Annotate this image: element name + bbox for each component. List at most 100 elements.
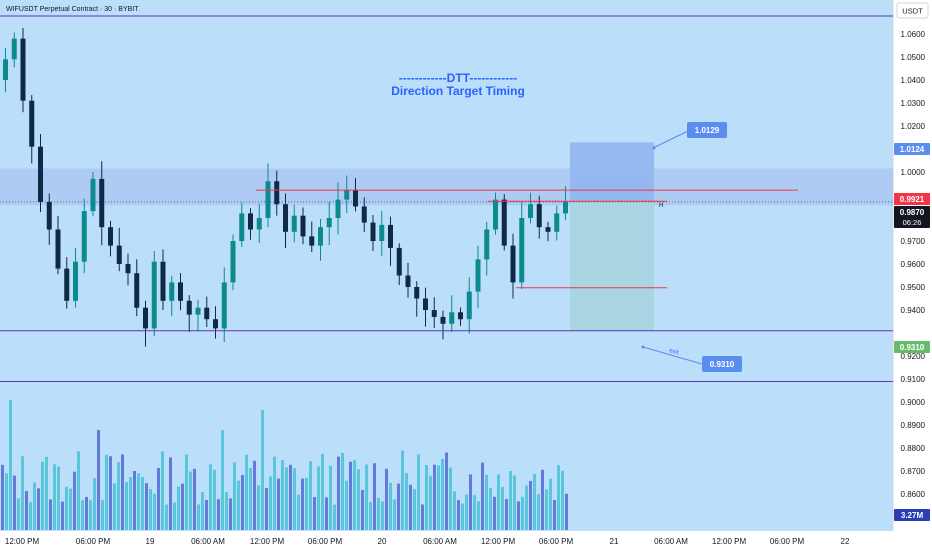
candle[interactable] <box>178 272 183 311</box>
candle[interactable] <box>300 207 306 245</box>
candle[interactable] <box>379 210 385 256</box>
candle[interactable] <box>116 227 122 272</box>
volume-bar <box>141 476 144 530</box>
candle[interactable] <box>396 243 402 286</box>
volume-bar <box>365 464 368 530</box>
volume-bar <box>529 480 532 530</box>
plot-area[interactable] <box>0 0 893 531</box>
candle[interactable] <box>151 250 157 337</box>
volume-bar <box>157 467 160 530</box>
candle[interactable] <box>440 310 446 340</box>
candle[interactable] <box>265 163 271 228</box>
candle[interactable] <box>221 267 227 343</box>
currency-button[interactable] <box>896 2 929 19</box>
candle[interactable] <box>344 175 350 214</box>
volume-bar <box>209 464 212 530</box>
stop-zone[interactable] <box>570 201 654 331</box>
exit-label: exit <box>669 348 680 356</box>
candle[interactable] <box>291 204 297 243</box>
candle[interactable] <box>414 281 420 317</box>
candle[interactable] <box>248 208 253 240</box>
candle[interactable] <box>213 306 218 339</box>
candle[interactable] <box>536 195 542 239</box>
candle[interactable] <box>388 216 393 266</box>
candle[interactable] <box>11 32 17 68</box>
volume-bar <box>85 496 88 530</box>
volume-bar <box>501 486 504 530</box>
candle[interactable] <box>493 192 498 235</box>
candle[interactable] <box>195 299 201 332</box>
candle[interactable] <box>134 259 140 317</box>
candle[interactable] <box>353 178 358 212</box>
candle[interactable] <box>81 198 87 274</box>
candle[interactable] <box>423 287 428 327</box>
volume-bar <box>537 494 540 530</box>
candle[interactable] <box>361 197 367 233</box>
candle[interactable] <box>309 221 315 253</box>
volume-bar <box>121 454 124 530</box>
candle[interactable] <box>46 193 52 245</box>
volume-bar <box>109 456 112 530</box>
volume-bar <box>197 504 200 530</box>
candle[interactable] <box>3 47 8 93</box>
candle[interactable] <box>405 262 411 298</box>
time-axis[interactable] <box>0 531 932 550</box>
candle[interactable] <box>449 295 455 333</box>
candle[interactable] <box>554 205 560 241</box>
candle[interactable] <box>528 192 533 224</box>
candle[interactable] <box>484 221 490 276</box>
candle[interactable] <box>370 215 376 252</box>
candle[interactable] <box>108 220 113 257</box>
candle[interactable] <box>169 275 175 317</box>
candle[interactable] <box>563 186 568 220</box>
candle[interactable] <box>90 171 96 217</box>
candle[interactable] <box>125 253 131 286</box>
target-zone[interactable] <box>570 142 654 202</box>
candle[interactable] <box>186 295 192 332</box>
y-tick-label: 0.9200 <box>901 352 926 361</box>
candle[interactable] <box>458 307 463 326</box>
candle[interactable] <box>55 215 61 275</box>
volume-bar <box>429 475 432 530</box>
volume-bar <box>73 471 76 530</box>
candle[interactable] <box>466 277 472 334</box>
volume-bar <box>409 484 412 530</box>
candle[interactable] <box>510 233 516 299</box>
stop-callout-box[interactable] <box>702 356 742 372</box>
candle[interactable] <box>38 133 43 213</box>
candle[interactable] <box>545 221 551 242</box>
target-callout-box[interactable] <box>687 122 727 138</box>
candle[interactable] <box>318 218 323 261</box>
candle[interactable] <box>64 257 70 309</box>
volume-bar <box>173 502 176 530</box>
volume-bar <box>465 494 468 530</box>
price-axis[interactable] <box>893 0 932 531</box>
candle[interactable] <box>274 170 280 216</box>
candle[interactable] <box>160 249 166 310</box>
candle[interactable] <box>143 300 148 347</box>
candle[interactable] <box>475 245 481 309</box>
candle[interactable] <box>230 234 236 291</box>
candle[interactable] <box>431 297 437 328</box>
candle[interactable] <box>256 204 262 244</box>
candle[interactable] <box>335 182 341 235</box>
stop-price-tag-text: 0.9310 <box>900 343 925 352</box>
candle[interactable] <box>99 161 105 246</box>
volume-bar <box>9 400 12 530</box>
candle[interactable] <box>239 202 245 247</box>
x-tick-label: 06:00 AM <box>423 537 457 546</box>
volume-bar <box>357 469 360 530</box>
candle[interactable] <box>283 193 288 248</box>
candle[interactable] <box>326 201 332 246</box>
candle[interactable] <box>204 296 210 328</box>
candle[interactable] <box>501 193 507 251</box>
candle[interactable] <box>29 95 35 164</box>
candle[interactable] <box>519 201 525 290</box>
volume-bar <box>137 473 140 530</box>
x-tick-label: 06:00 AM <box>654 537 688 546</box>
volume-bar <box>393 499 396 530</box>
volume-bar <box>285 467 288 530</box>
candle[interactable] <box>73 247 78 308</box>
candle[interactable] <box>20 27 26 113</box>
